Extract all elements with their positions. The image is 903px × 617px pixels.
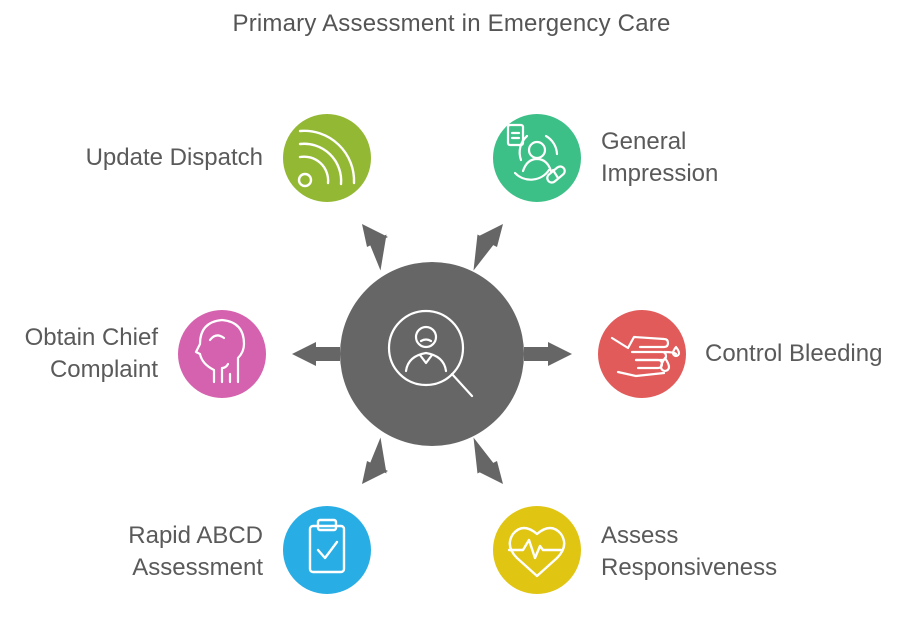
arrow-general-impression — [473, 224, 503, 271]
diagram-title: Primary Assessment in Emergency Care — [232, 10, 671, 37]
label-update-dispatch: Update Dispatch — [85, 144, 263, 171]
arrow-rapid-abcd — [362, 437, 388, 484]
label-obtain-chief-complaint: Obtain Chief Complaint — [24, 324, 158, 383]
head-profile-icon — [194, 318, 246, 384]
label-general-impression: General Impression — [601, 128, 719, 187]
bleeding-hand-icon — [610, 335, 681, 378]
label-control-bleeding: Control Bleeding — [705, 340, 883, 367]
patient-record-icon — [506, 123, 566, 184]
arrows — [292, 224, 572, 484]
arrow-obtain-chief-complaint — [292, 342, 340, 366]
radio-signal-icon — [297, 129, 356, 188]
arrow-assess-responsiveness — [473, 437, 503, 484]
arrow-update-dispatch — [362, 224, 388, 271]
assess-responsiveness-circle — [493, 506, 581, 594]
control-bleeding-circle — [598, 310, 686, 398]
label-rapid-abcd-assessment: Rapid ABCD Assessment — [128, 522, 263, 581]
rapid-abcd-assessment-circle — [283, 506, 371, 594]
label-assess-responsiveness: Assess Responsiveness — [601, 522, 778, 581]
clipboard-check-icon — [308, 518, 346, 574]
arrow-control-bleeding — [524, 342, 572, 366]
update-dispatch-circle — [283, 114, 371, 202]
patient-search-icon — [387, 309, 474, 398]
obtain-chief-complaint-circle — [178, 310, 266, 398]
heart-rate-icon — [507, 526, 566, 578]
